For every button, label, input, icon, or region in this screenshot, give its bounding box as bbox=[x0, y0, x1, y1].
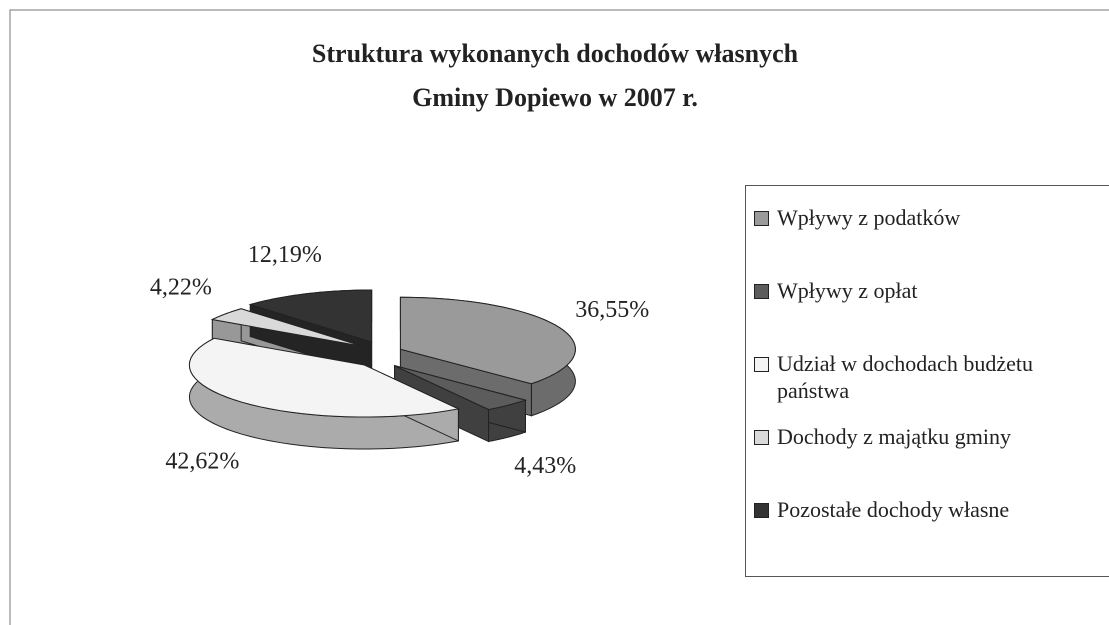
legend-swatch bbox=[754, 357, 769, 372]
pie bbox=[188, 289, 576, 450]
chart-title: Struktura wykonanych dochodów własnych bbox=[312, 39, 799, 68]
legend-label: Wpływy z opłat bbox=[777, 278, 918, 303]
legend: Wpływy z podatków Wpływy z opłat Udział w … bbox=[745, 185, 1109, 577]
legend-swatch bbox=[754, 211, 769, 226]
data-label: 36,55% bbox=[575, 297, 649, 323]
slice bbox=[210, 308, 363, 347]
data-label: 4,22% bbox=[150, 274, 212, 300]
chart-title: Gminy Dopiewo w 2007 r. bbox=[412, 83, 698, 112]
legend-swatch bbox=[754, 430, 769, 445]
legend-label: Pozostałe dochody własne bbox=[777, 497, 1010, 522]
slice bbox=[248, 289, 373, 343]
data-label: 4,43% bbox=[514, 453, 576, 479]
data-label: 12,19% bbox=[248, 242, 322, 268]
slice bbox=[188, 337, 461, 418]
legend-swatch bbox=[754, 503, 769, 518]
legend-label: Udział w dochodach budżetu państwa bbox=[777, 351, 1033, 403]
legend-item: Wpływy z opłat bbox=[754, 277, 1109, 350]
legend-item: Pozostałe dochody własne bbox=[754, 496, 1109, 569]
legend-label: Dochody z majątku gminy bbox=[777, 424, 1012, 449]
slice bbox=[399, 296, 576, 385]
legend-label: Wpływy z podatków bbox=[777, 205, 961, 230]
legend-item: Dochody z majątku gminy bbox=[754, 423, 1109, 496]
legend-swatch bbox=[754, 284, 769, 299]
slice bbox=[394, 365, 528, 411]
legend-item: Wpływy z podatków bbox=[754, 204, 1109, 277]
legend-item: Udział w dochodach budżetu państwa bbox=[754, 350, 1109, 423]
frame bbox=[9, 9, 1109, 625]
data-label: 42,62% bbox=[165, 448, 239, 474]
